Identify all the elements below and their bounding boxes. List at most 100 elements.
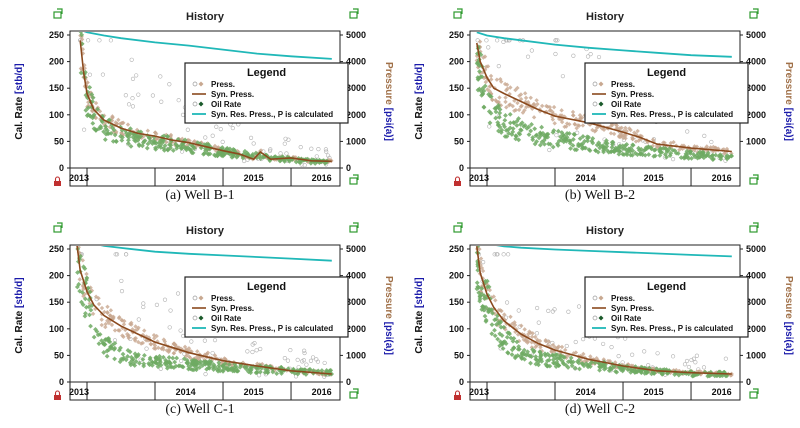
pressure-point [497, 95, 502, 100]
oil-rate-point [110, 139, 116, 144]
oil-rate-point [203, 148, 208, 154]
scatter-point [560, 74, 565, 79]
pressure-point [662, 140, 667, 146]
oil-rate-point [622, 143, 628, 149]
corner-toggle-icon[interactable] [53, 222, 63, 233]
corner-toggle-icon[interactable] [349, 388, 359, 399]
pressure-point [534, 343, 540, 348]
y-left-tick-label: 100 [449, 110, 464, 120]
oil-rate-point [537, 142, 543, 148]
oil-rate-point [528, 360, 533, 366]
scatter-point [702, 133, 707, 138]
scatter-point [168, 308, 173, 313]
oil-rate-point [109, 345, 115, 351]
scatter-point [134, 73, 139, 78]
oil-rate-point [150, 141, 155, 147]
oil-rate-point [596, 140, 602, 146]
scatter-point [185, 127, 190, 132]
oil-rate-point [609, 139, 615, 145]
scatter-point [252, 341, 257, 346]
corner-toggle-icon[interactable] [53, 8, 63, 19]
oil-rate-point [161, 147, 167, 153]
legend-title: Legend [247, 281, 286, 293]
corner-toggle-icon[interactable] [749, 174, 759, 185]
oil-rate-point [497, 343, 503, 349]
pressure-point [121, 322, 127, 327]
oil-rate-point [478, 52, 484, 58]
scatter-point [316, 146, 321, 152]
oil-rate-point [118, 133, 124, 139]
oil-rate-point [153, 146, 159, 152]
oil-rate-point [155, 144, 161, 150]
oil-rate-point [538, 133, 544, 138]
syn-pressure-line [476, 42, 732, 153]
oil-rate-point [486, 284, 492, 290]
corner-toggle-icon[interactable] [349, 174, 359, 185]
oil-rate-point [487, 307, 493, 313]
oil-rate-point [642, 147, 648, 153]
oil-rate-point [501, 121, 506, 127]
pressure-point [81, 286, 86, 292]
pressure-point [573, 116, 579, 122]
y-right-tick-label: 3000 [746, 83, 766, 93]
legend-entry: Oil Rate [192, 314, 242, 323]
scatter-point [670, 354, 676, 359]
oil-rate-point [494, 105, 499, 111]
oil-rate-point [151, 138, 156, 144]
corner-toggle-icon[interactable] [349, 8, 359, 19]
oil-rate-point [87, 84, 93, 90]
scatter-point [256, 373, 262, 378]
oil-rate-point [572, 147, 578, 153]
pressure-point [99, 322, 104, 328]
corner-toggle-icon[interactable] [749, 388, 759, 399]
oil-rate-point [493, 316, 499, 322]
corner-toggle-icon[interactable] [453, 8, 463, 19]
legend-entry: Press. [592, 294, 635, 303]
scatter-point [126, 102, 132, 107]
oil-rate-point [80, 290, 85, 295]
pressure-point [558, 117, 564, 122]
oil-rate-point [644, 370, 649, 376]
oil-rate-point [308, 160, 314, 166]
oil-rate-point [577, 366, 582, 372]
corner-toggle-icon[interactable] [453, 222, 463, 233]
corner-toggle-icon[interactable] [349, 222, 359, 233]
y-axis-label-left: Cal. Rate [stb/d] [14, 277, 25, 353]
lock-icon[interactable] [54, 390, 61, 400]
pressure-point [488, 73, 494, 79]
oil-rate-point [250, 151, 256, 157]
pressure-point [162, 339, 168, 344]
pressure-point [140, 340, 145, 346]
oil-rate-point [667, 153, 673, 158]
pressure-point [530, 331, 535, 336]
y-left-tick-label: 0 [459, 377, 464, 387]
scatter-point [302, 163, 307, 167]
lock-icon[interactable] [454, 390, 461, 400]
oil-rate-point [78, 32, 84, 35]
oil-rate-point [220, 369, 226, 374]
scatter-point [314, 154, 319, 159]
y-left-tick-label: 250 [449, 30, 464, 40]
pressure-point [550, 117, 556, 122]
pressure-point [103, 324, 108, 330]
pressure-point [81, 293, 86, 299]
legend-entry: Oil Rate [592, 314, 642, 323]
oil-rate-point [575, 359, 580, 365]
legend-entry-label: Press. [611, 294, 635, 303]
corner-toggle-icon[interactable] [749, 222, 759, 233]
scatter-point [555, 38, 560, 43]
lock-icon[interactable] [454, 176, 461, 186]
scatter-point [504, 300, 510, 305]
oil-rate-point [487, 93, 493, 99]
chart-title: History [586, 225, 625, 237]
oil-rate-point [510, 126, 516, 132]
scatter-point [220, 139, 225, 144]
oil-rate-point [103, 131, 109, 137]
corner-toggle-icon[interactable] [749, 8, 759, 19]
lock-icon[interactable] [54, 176, 61, 186]
plot-area [474, 32, 734, 163]
oil-rate-point [245, 152, 251, 158]
chart-title: History [186, 11, 225, 23]
pressure-point [539, 103, 545, 109]
legend-entry-label: Syn. Press. [611, 304, 654, 313]
